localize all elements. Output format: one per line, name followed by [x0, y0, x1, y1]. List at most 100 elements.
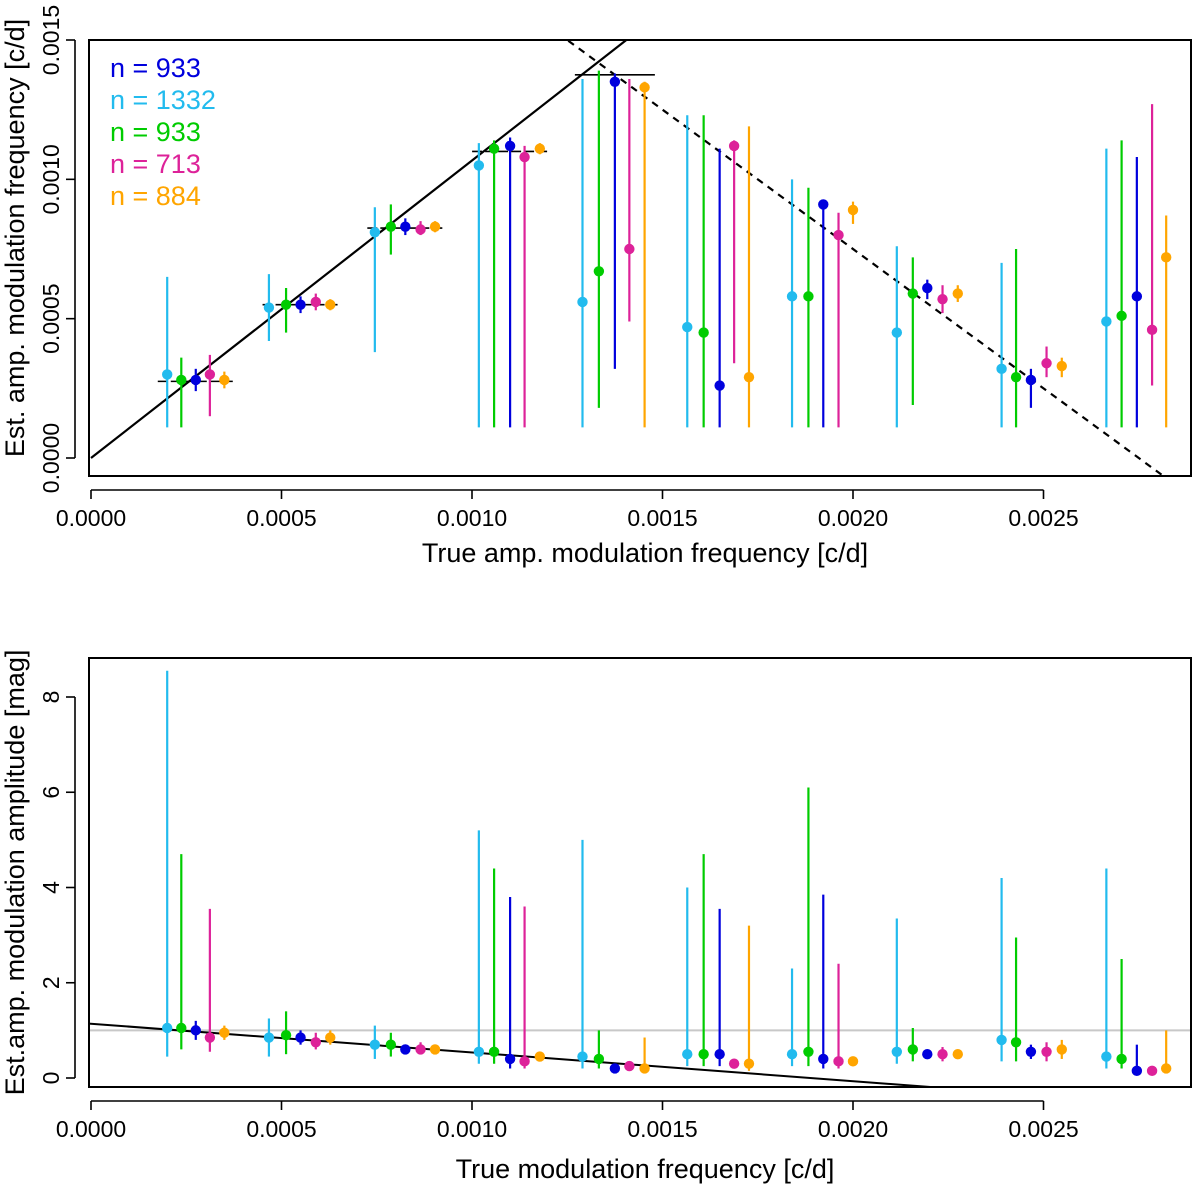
data-point — [1041, 358, 1052, 369]
data-point — [1146, 324, 1158, 336]
x-axis-title: True modulation frequency [c/d] — [456, 1154, 835, 1184]
data-point — [429, 1044, 441, 1055]
data-point — [639, 82, 650, 93]
data-point — [1146, 1065, 1158, 1077]
data-point — [519, 151, 530, 163]
data-point — [219, 1027, 230, 1038]
data-point — [593, 266, 605, 277]
data-point — [162, 369, 173, 380]
data-point — [204, 369, 216, 380]
y-axis-title: Est. amp. modulation frequency [c/d] — [0, 19, 30, 457]
plot-frame — [88, 657, 1192, 1088]
data-point — [714, 1048, 725, 1060]
plot-frame — [88, 39, 1192, 477]
data-point — [280, 1029, 292, 1041]
data-point — [473, 1046, 485, 1058]
data-point — [1101, 1051, 1112, 1062]
data-point — [847, 1056, 859, 1067]
data-point — [714, 380, 725, 391]
data-point — [1116, 1053, 1127, 1065]
data-point — [698, 327, 709, 338]
plot-area — [90, 40, 1172, 476]
data-point — [534, 1051, 546, 1062]
data-point — [415, 224, 426, 235]
data-point — [310, 1037, 321, 1048]
data-point — [922, 282, 933, 294]
y-tick-label: 4 — [38, 881, 64, 894]
data-point — [519, 1056, 530, 1067]
data-point — [833, 1056, 844, 1067]
legend-entry: n = 933 — [110, 117, 201, 147]
data-point — [488, 1046, 500, 1058]
y-tick-label: 6 — [38, 786, 64, 799]
data-point — [473, 160, 485, 171]
data-point — [907, 1044, 919, 1055]
data-point — [400, 221, 411, 232]
data-point — [786, 1048, 798, 1060]
data-point — [190, 374, 201, 386]
x-tick-label: 0.0025 — [1008, 505, 1078, 531]
data-point — [728, 140, 740, 152]
data-point — [891, 1046, 903, 1058]
x-tick-label: 0.0025 — [1008, 1116, 1078, 1142]
data-point — [682, 1048, 693, 1060]
data-point — [577, 296, 588, 308]
y-axis-title: Est.amp. modulation amplitude [mag] — [0, 650, 30, 1096]
data-point — [385, 1039, 397, 1050]
data-point — [1025, 374, 1037, 386]
data-point — [325, 299, 336, 310]
data-point — [1160, 252, 1172, 263]
legend-entry: n = 884 — [110, 181, 201, 211]
data-point — [803, 291, 814, 302]
x-tick-label: 0.0015 — [627, 505, 697, 531]
data-point — [1131, 1065, 1143, 1077]
data-point — [624, 1060, 635, 1072]
y-tick-label: 0 — [38, 1072, 64, 1085]
data-point — [1131, 291, 1143, 302]
data-point — [922, 1048, 933, 1060]
data-point — [263, 1032, 275, 1043]
data-point — [295, 299, 306, 310]
data-point — [609, 76, 621, 88]
data-point — [263, 302, 275, 313]
data-point — [682, 321, 693, 333]
data-point — [593, 1053, 605, 1065]
y-tick-label: 2 — [38, 976, 64, 989]
y-tick-label: 0.0015 — [38, 5, 64, 75]
data-point — [818, 1053, 829, 1065]
data-point — [952, 1048, 963, 1060]
data-point — [1160, 1063, 1172, 1074]
data-point — [996, 1034, 1007, 1046]
data-point — [504, 140, 516, 152]
data-point — [369, 1039, 381, 1050]
data-point — [937, 1048, 948, 1060]
data-point — [743, 1058, 755, 1069]
data-point — [803, 1046, 814, 1058]
data-point — [176, 374, 187, 386]
data-point — [385, 221, 397, 232]
data-point — [1056, 1044, 1067, 1055]
x-tick-label: 0.0000 — [56, 505, 126, 531]
chart-panel-1: 0.0000 0.0005 0.0010 0.0015 0.0020 0.0025 True… — [0, 5, 1192, 568]
legend-entry: n = 933 — [110, 53, 201, 83]
data-point — [1025, 1046, 1037, 1058]
data-point — [295, 1032, 306, 1043]
data-point — [190, 1025, 201, 1036]
data-point — [937, 293, 948, 305]
data-point — [624, 243, 635, 255]
data-point — [1056, 360, 1067, 372]
legend-entry: n = 713 — [110, 149, 201, 179]
data-point — [609, 1063, 621, 1074]
x-tick-label: 0.0020 — [818, 1116, 888, 1142]
data-point — [786, 291, 798, 302]
data-point — [162, 1022, 173, 1034]
x-tick-label: 0.0005 — [246, 1116, 316, 1142]
data-point — [280, 299, 292, 310]
data-point — [952, 288, 963, 299]
data-point — [833, 229, 844, 241]
legend-entry: n = 1332 — [110, 85, 216, 115]
y-tick-label: 0.0005 — [38, 283, 64, 353]
data-point — [698, 1048, 709, 1060]
reference-line-1 — [90, 40, 629, 459]
